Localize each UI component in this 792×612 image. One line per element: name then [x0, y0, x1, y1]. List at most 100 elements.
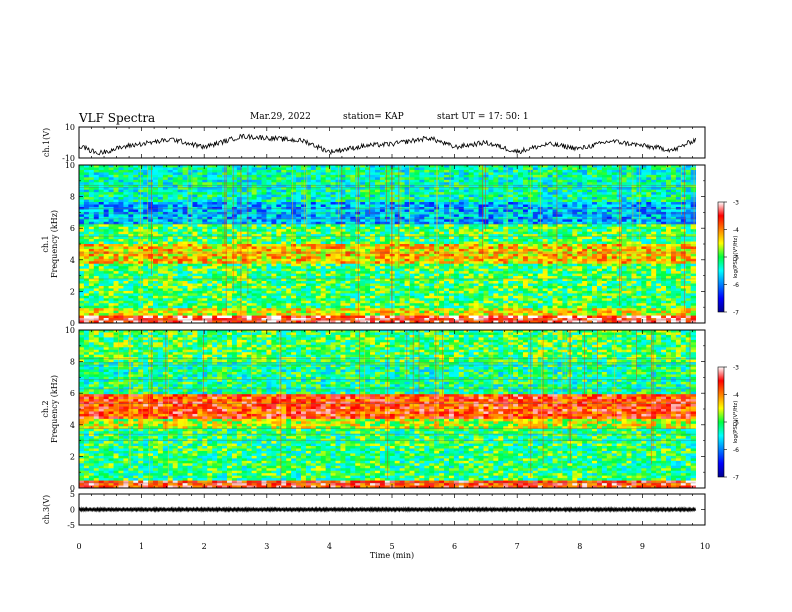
- spectrogram-cell: [621, 236, 627, 240]
- spectrogram-cell: [473, 216, 479, 220]
- spectrogram-cell: [567, 234, 573, 237]
- spectrogram-cell: [108, 234, 114, 237]
- spectrogram-cell: [606, 202, 613, 205]
- spectrogram-cell: [83, 179, 90, 183]
- spectrogram-cell: [207, 236, 213, 240]
- spectrogram-cell: [88, 189, 95, 193]
- spectrogram-cell: [389, 214, 396, 218]
- spectrogram-cell: [157, 204, 164, 208]
- spectrogram-cell: [424, 236, 430, 240]
- spectrogram-cell: [138, 199, 144, 203]
- spectrogram-cell: [167, 229, 174, 233]
- spectrogram-cell: [113, 184, 119, 188]
- spectrogram-cell: [453, 197, 460, 200]
- spectrogram-cell: [271, 174, 277, 178]
- spectrogram-cell: [320, 234, 327, 237]
- spectrogram-cell: [537, 248, 544, 252]
- spectrogram-cell: [429, 182, 435, 186]
- spectrogram-cell: [434, 182, 440, 186]
- spectrogram-cell: [300, 182, 307, 186]
- spectrogram-cell: [276, 199, 282, 203]
- spectrogram-cell: [365, 256, 371, 260]
- spectrogram-cell: [532, 199, 539, 203]
- spectrogram-cell: [261, 189, 267, 193]
- spectrogram-cell: [271, 199, 277, 203]
- spectrogram-cell: [690, 221, 697, 225]
- spectrogram-cell: [360, 202, 366, 205]
- spectrogram-cell: [172, 214, 179, 218]
- spectrogram-cell: [167, 244, 174, 247]
- spectrogram-cell: [172, 226, 179, 230]
- spectrogram-cell: [148, 246, 154, 250]
- spectrogram-cell: [118, 226, 124, 230]
- spectrogram-cell: [527, 236, 534, 240]
- spectrogram-cell: [340, 169, 346, 173]
- spectrogram-cell: [675, 244, 682, 247]
- spectrogram-cell: [547, 194, 553, 198]
- spectrogram-cell: [394, 219, 401, 223]
- spectrogram-cell: [103, 167, 109, 171]
- spectrogram-cell: [666, 256, 672, 260]
- spectrogram-cell: [226, 244, 233, 247]
- spectrogram-cell: [498, 224, 504, 228]
- spectrogram-cell: [123, 226, 129, 230]
- spectrogram-cell: [98, 177, 105, 181]
- spectrogram-cell: [473, 231, 479, 235]
- spectrogram-cell: [177, 209, 183, 213]
- spectrogram-cell: [335, 224, 341, 228]
- spectrogram-cell: [103, 244, 109, 247]
- spectrogram-cell: [685, 202, 692, 205]
- spectrogram-cell: [236, 236, 243, 240]
- spectrogram-cell: [310, 226, 317, 230]
- spectrogram-cell: [552, 239, 558, 242]
- spectrogram-cell: [133, 244, 139, 247]
- spectrogram-cell: [271, 236, 277, 240]
- spectrogram-cell: [335, 261, 341, 265]
- spectrogram-cell: [187, 199, 193, 203]
- spectrogram-cell: [271, 187, 277, 191]
- spectrogram-cell: [108, 224, 114, 228]
- spectrogram-cell: [335, 202, 341, 205]
- spectrogram-cell: [666, 197, 672, 200]
- spectrogram-cell: [542, 236, 549, 240]
- spectrogram-cell: [325, 258, 331, 262]
- spectrogram-cell: [414, 253, 420, 257]
- spectrogram-cell: [374, 231, 381, 235]
- spectrogram-cell: [79, 229, 85, 233]
- spectrogram-cell: [666, 174, 672, 178]
- spectrogram-cell: [453, 256, 460, 260]
- spectrogram-cell: [266, 174, 272, 178]
- spectrogram-cell: [226, 234, 233, 237]
- spectrogram-cell: [246, 209, 253, 213]
- spectrogram-cell: [345, 246, 351, 250]
- spectrogram-cell: [305, 204, 312, 208]
- spectrogram-cell: [350, 239, 356, 242]
- spectrogram-cell: [226, 236, 233, 240]
- spectrogram-cell: [592, 241, 598, 245]
- spectrogram-cell: [143, 253, 149, 257]
- spectrogram-cell: [128, 174, 134, 178]
- spectrogram-cell: [162, 194, 169, 198]
- spectrogram-cell: [424, 248, 430, 252]
- spectrogram-cell: [656, 169, 662, 173]
- spectrogram-cell: [587, 239, 593, 242]
- spectrogram-cell: [325, 226, 331, 230]
- spectrogram-cell: [379, 204, 386, 208]
- spectrogram-cell: [152, 253, 159, 257]
- spectrogram-cell: [439, 197, 445, 200]
- spectrogram-cell: [463, 179, 470, 183]
- spectrogram-cell: [473, 219, 479, 223]
- spectrogram-cell: [661, 167, 667, 171]
- spectrogram-cell: [177, 246, 183, 250]
- spectrogram-cell: [118, 221, 124, 225]
- spectrogram-cell: [374, 248, 381, 252]
- spectrogram-cell: [631, 246, 637, 250]
- spectrogram-cell: [606, 241, 613, 245]
- spectrogram-cell: [527, 224, 534, 228]
- spectrogram-cell: [567, 216, 573, 220]
- spectrogram-cell: [513, 199, 519, 203]
- spectrogram-cell: [187, 261, 193, 265]
- spectrogram-cell: [320, 226, 327, 230]
- spectrogram-cell: [419, 182, 425, 186]
- spectrogram-cell: [434, 256, 440, 260]
